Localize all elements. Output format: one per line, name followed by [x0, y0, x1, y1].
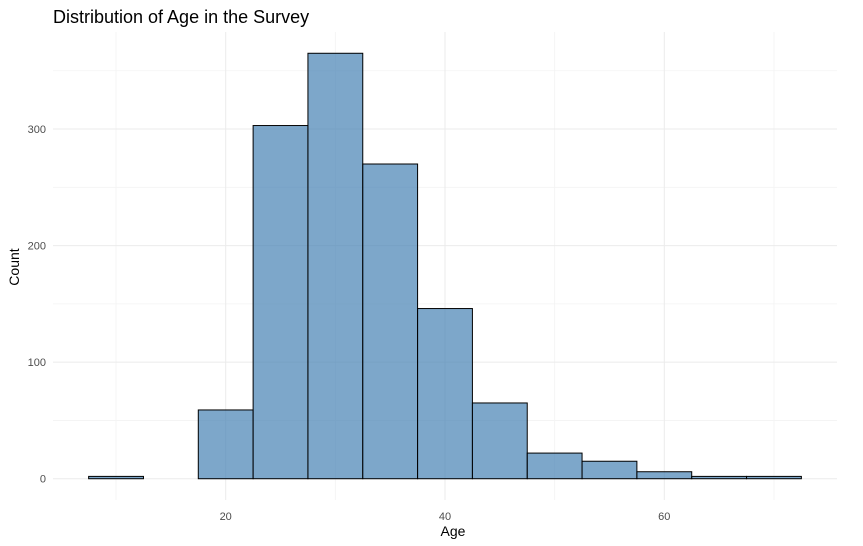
- histogram-bar: [197, 409, 254, 480]
- x-tick-label: 40: [439, 511, 451, 523]
- y-axis-tick-labels: 0 100 200 300: [28, 124, 46, 486]
- histogram-bar: [88, 475, 144, 480]
- y-tick-label: 0: [40, 474, 46, 486]
- histogram-bar: [362, 163, 419, 480]
- y-tick-label: 300: [28, 124, 46, 136]
- histogram-bar: [581, 460, 638, 480]
- x-tick-label: 20: [220, 511, 232, 523]
- x-tick-label: 60: [658, 511, 670, 523]
- y-axis-title: Count: [6, 248, 22, 285]
- y-tick-label: 200: [28, 241, 46, 253]
- histogram-bar: [471, 402, 528, 480]
- chart-title: Distribution of Age in the Survey: [53, 7, 309, 27]
- histogram-bar: [636, 471, 693, 480]
- histogram-bars: [88, 52, 802, 480]
- histogram-bar: [691, 475, 748, 480]
- histogram-bar: [307, 52, 364, 480]
- x-axis-tick-labels: 20 40 60: [220, 511, 671, 523]
- x-axis-title: Age: [441, 523, 466, 539]
- histogram-bar: [252, 125, 309, 480]
- histogram-bar: [417, 308, 473, 480]
- histogram-bar: [746, 475, 802, 480]
- histogram-bar: [526, 452, 583, 480]
- y-tick-label: 100: [28, 357, 46, 369]
